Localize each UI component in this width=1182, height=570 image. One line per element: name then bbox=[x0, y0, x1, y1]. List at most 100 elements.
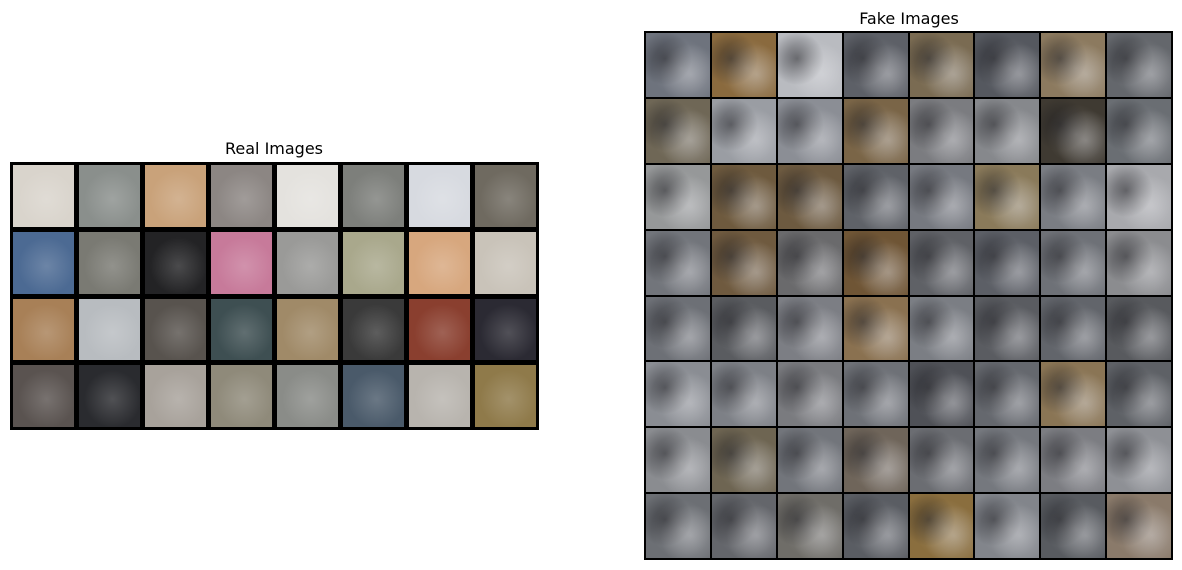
fake-image-tile bbox=[1107, 494, 1171, 558]
fake-images-grid bbox=[644, 31, 1173, 560]
real-image-tile bbox=[145, 298, 206, 361]
fake-image-tile bbox=[843, 296, 908, 361]
real-image-tile bbox=[475, 165, 536, 227]
real-image-tile bbox=[475, 231, 536, 294]
fake-image-tile bbox=[777, 164, 842, 229]
fake-image-tile bbox=[909, 296, 974, 361]
real-image-tile bbox=[277, 231, 338, 294]
fake-image-tile bbox=[1107, 33, 1171, 97]
fake-image-tile bbox=[1107, 230, 1171, 295]
fake-image-tile bbox=[646, 428, 710, 493]
real-image-tile bbox=[211, 231, 272, 294]
fake-image-tile bbox=[909, 98, 974, 163]
fake-image-tile bbox=[909, 230, 974, 295]
fake-image-tile bbox=[843, 362, 908, 427]
real-image-tile bbox=[145, 365, 206, 427]
fake-image-tile bbox=[646, 494, 710, 558]
real-image-tile bbox=[79, 298, 140, 361]
fake-image-tile bbox=[1107, 428, 1171, 493]
real-image-tile bbox=[343, 298, 404, 361]
fake-image-tile bbox=[777, 98, 842, 163]
real-images-grid bbox=[10, 162, 539, 430]
real-image-tile bbox=[277, 365, 338, 427]
fake-image-tile bbox=[975, 98, 1040, 163]
real-image-tile bbox=[211, 298, 272, 361]
fake-image-tile bbox=[909, 494, 974, 558]
real-images-title: Real Images bbox=[224, 139, 324, 158]
fake-image-tile bbox=[646, 296, 710, 361]
fake-image-tile bbox=[975, 428, 1040, 493]
real-image-tile bbox=[13, 298, 74, 361]
fake-image-tile bbox=[777, 362, 842, 427]
real-image-tile bbox=[343, 231, 404, 294]
real-image-tile bbox=[409, 165, 470, 227]
fake-image-tile bbox=[843, 230, 908, 295]
fake-image-tile bbox=[646, 33, 710, 97]
fake-image-tile bbox=[975, 296, 1040, 361]
fake-image-tile bbox=[843, 164, 908, 229]
fake-image-tile bbox=[711, 33, 776, 97]
real-image-tile bbox=[343, 365, 404, 427]
real-image-tile bbox=[277, 165, 338, 227]
fake-image-tile bbox=[909, 33, 974, 97]
fake-image-tile bbox=[711, 494, 776, 558]
fake-image-tile bbox=[777, 296, 842, 361]
fake-image-tile bbox=[646, 230, 710, 295]
fake-image-tile bbox=[975, 33, 1040, 97]
fake-image-tile bbox=[1041, 362, 1106, 427]
fake-image-tile bbox=[1041, 296, 1106, 361]
fake-image-tile bbox=[1041, 33, 1106, 97]
fake-image-tile bbox=[777, 230, 842, 295]
real-image-tile bbox=[409, 231, 470, 294]
fake-image-tile bbox=[711, 362, 776, 427]
real-image-tile bbox=[13, 231, 74, 294]
real-image-tile bbox=[145, 231, 206, 294]
fake-image-tile bbox=[711, 230, 776, 295]
real-image-tile bbox=[211, 165, 272, 227]
fake-image-tile bbox=[646, 362, 710, 427]
fake-image-tile bbox=[777, 494, 842, 558]
fake-image-tile bbox=[777, 428, 842, 493]
real-image-tile bbox=[475, 298, 536, 361]
real-image-tile bbox=[145, 165, 206, 227]
real-image-tile bbox=[343, 165, 404, 227]
fake-image-tile bbox=[1107, 362, 1171, 427]
real-image-tile bbox=[79, 231, 140, 294]
real-image-tile bbox=[79, 365, 140, 427]
fake-image-tile bbox=[646, 98, 710, 163]
fake-image-tile bbox=[843, 428, 908, 493]
fake-image-tile bbox=[711, 98, 776, 163]
fake-image-tile bbox=[1041, 428, 1106, 493]
real-image-tile bbox=[475, 365, 536, 427]
real-image-tile bbox=[409, 365, 470, 427]
fake-image-tile bbox=[1107, 164, 1171, 229]
fake-image-tile bbox=[843, 98, 908, 163]
fake-image-tile bbox=[1107, 98, 1171, 163]
fake-image-tile bbox=[843, 494, 908, 558]
fake-image-tile bbox=[1041, 494, 1106, 558]
fake-image-tile bbox=[1107, 296, 1171, 361]
fake-image-tile bbox=[975, 494, 1040, 558]
fake-images-title: Fake Images bbox=[859, 9, 959, 28]
fake-image-tile bbox=[711, 296, 776, 361]
real-image-tile bbox=[13, 365, 74, 427]
fake-image-tile bbox=[1041, 230, 1106, 295]
real-image-tile bbox=[211, 365, 272, 427]
fake-image-tile bbox=[1041, 98, 1106, 163]
real-image-tile bbox=[79, 165, 140, 227]
fake-image-tile bbox=[909, 428, 974, 493]
fake-image-tile bbox=[975, 164, 1040, 229]
fake-image-tile bbox=[843, 33, 908, 97]
fake-image-tile bbox=[646, 164, 710, 229]
real-image-tile bbox=[13, 165, 74, 227]
fake-image-tile bbox=[1041, 164, 1106, 229]
fake-image-tile bbox=[777, 33, 842, 97]
fake-image-tile bbox=[711, 164, 776, 229]
fake-image-tile bbox=[909, 164, 974, 229]
real-image-tile bbox=[409, 298, 470, 361]
fake-image-tile bbox=[975, 362, 1040, 427]
fake-image-tile bbox=[909, 362, 974, 427]
real-image-tile bbox=[277, 298, 338, 361]
fake-image-tile bbox=[711, 428, 776, 493]
fake-image-tile bbox=[975, 230, 1040, 295]
